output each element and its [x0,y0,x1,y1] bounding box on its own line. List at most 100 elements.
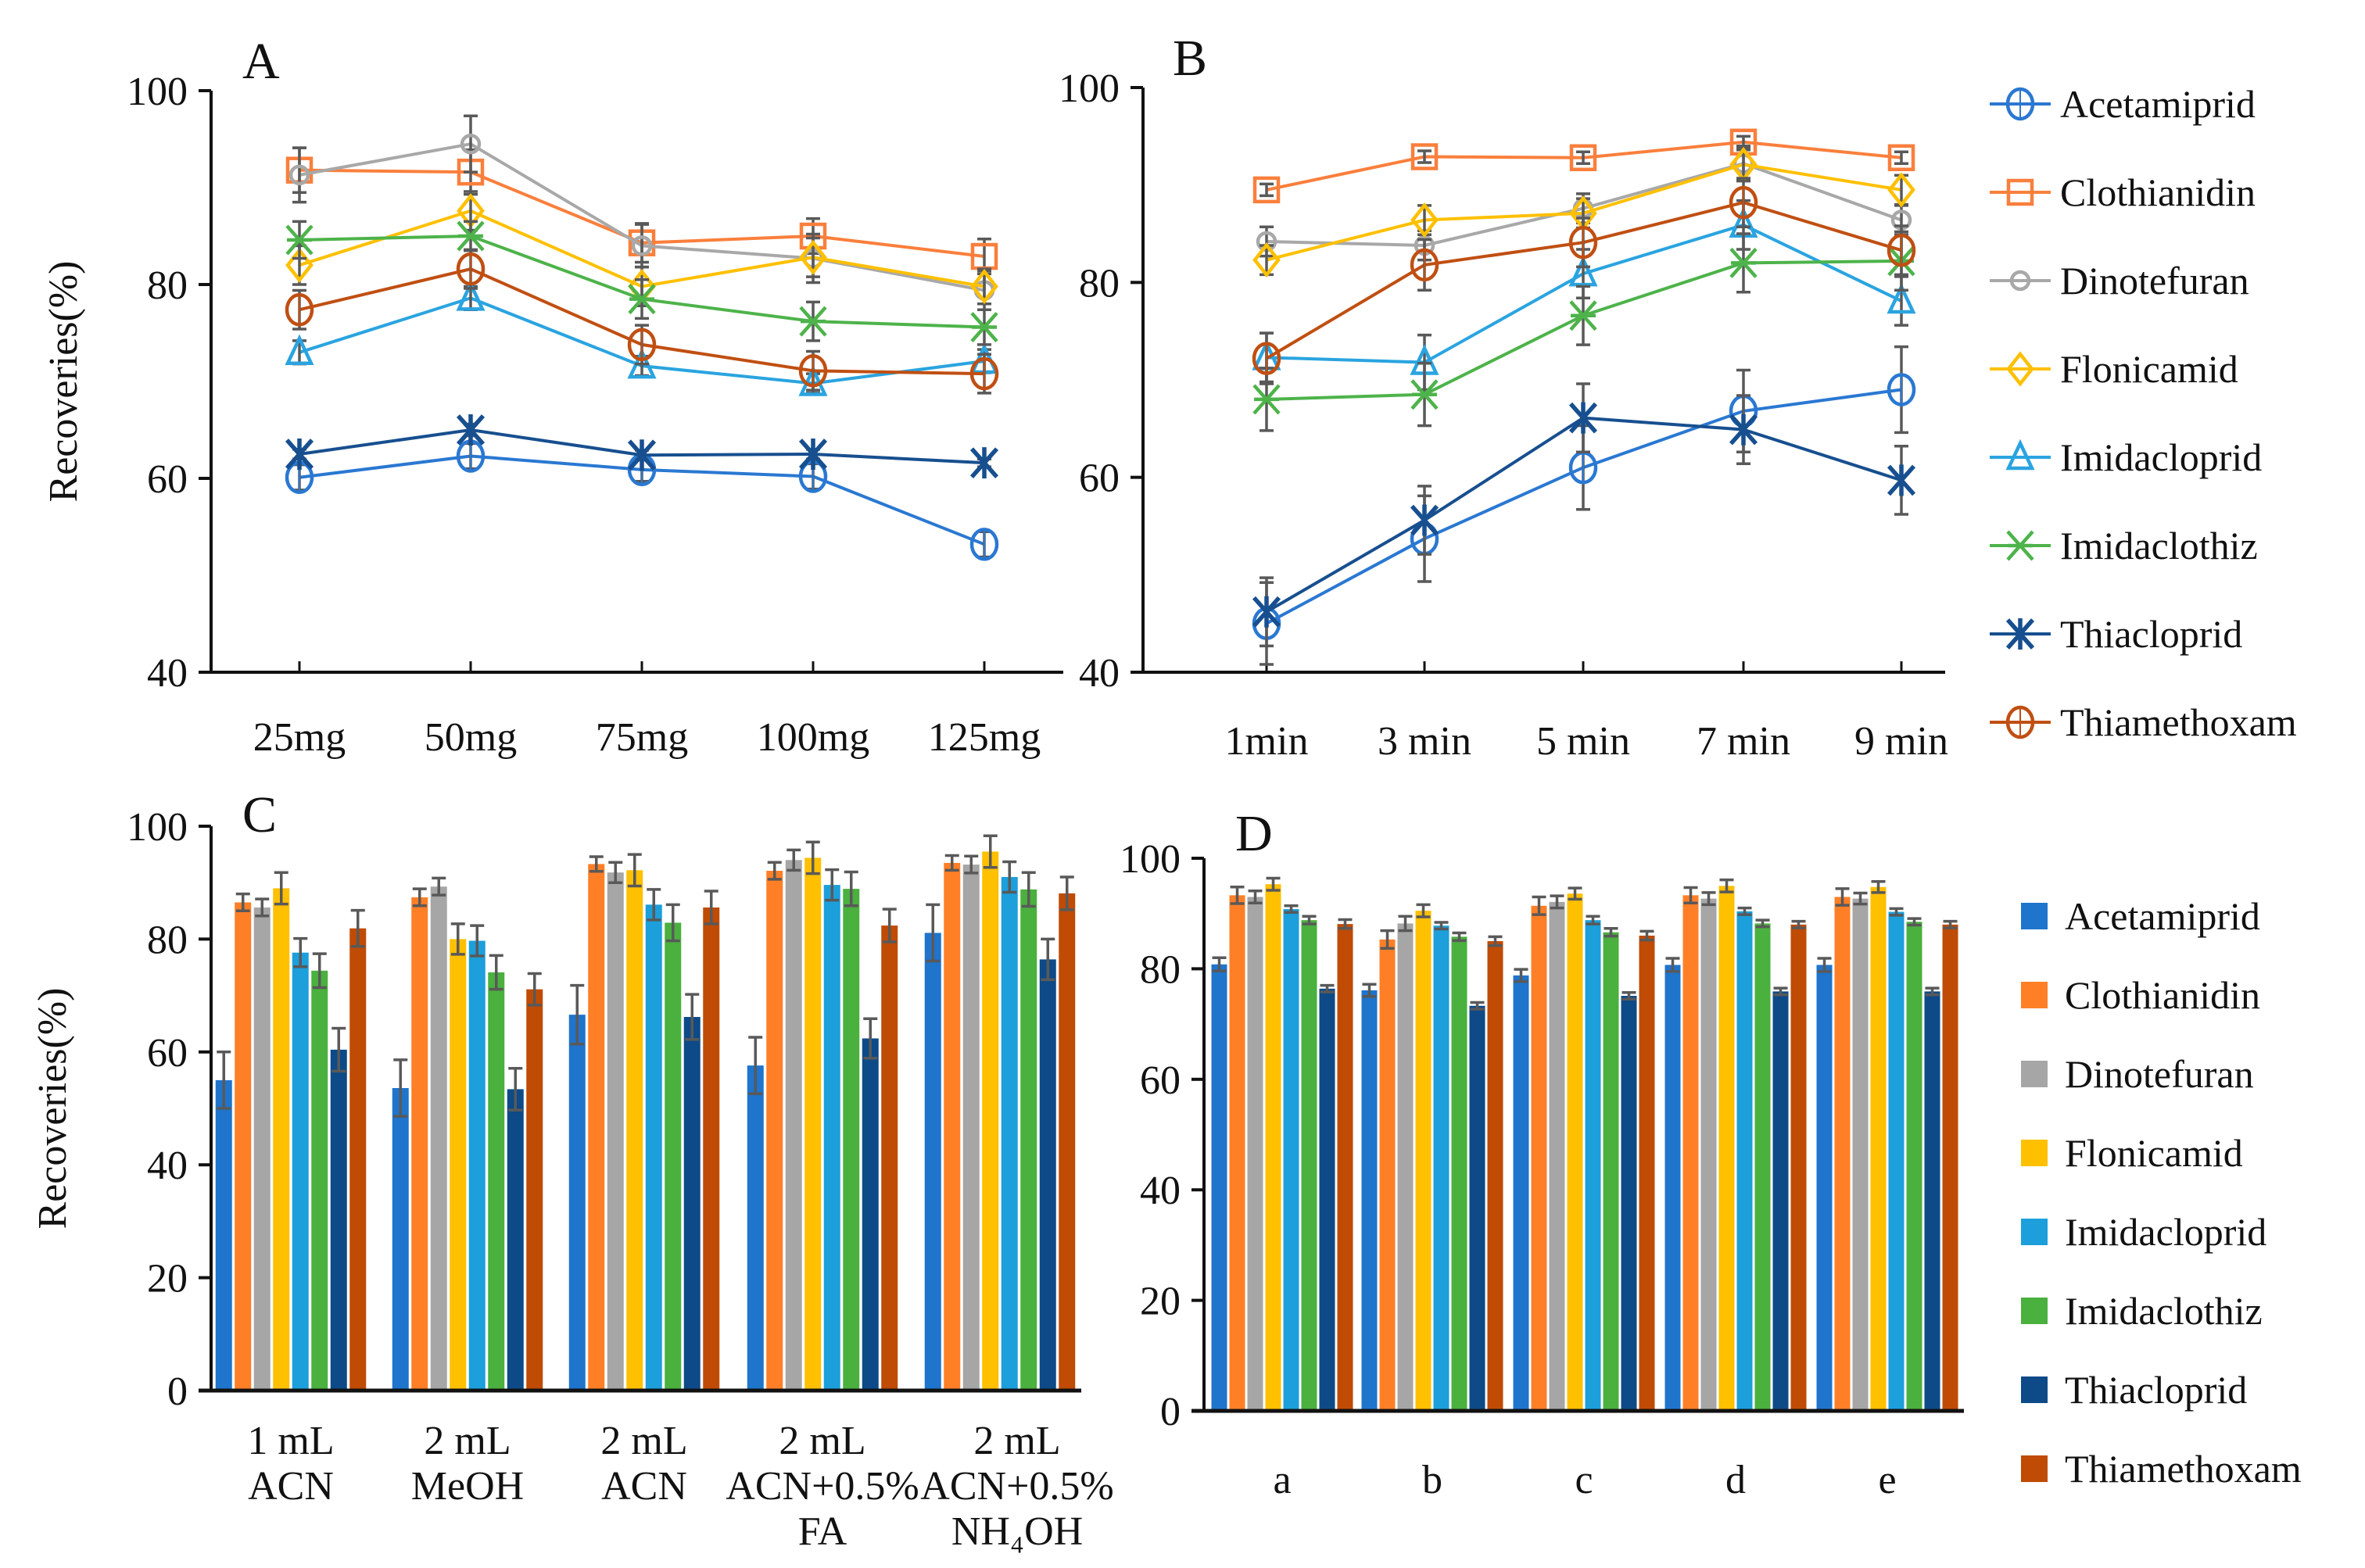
x-tick-label: 100mg [757,715,869,760]
bar-imidacloprid [1888,911,1905,1411]
data-point [1887,282,1916,314]
bar-clothianidin [766,871,783,1391]
data-point [285,334,314,366]
error-bar [944,854,959,872]
x-tick-label: FA [798,1509,847,1554]
y-tick-label: 100 [1120,837,1181,882]
bar-imidaclothiz [311,970,328,1391]
bar-clothianidin [944,862,961,1391]
data-point [628,284,656,315]
data-point [457,220,485,252]
error-bar [825,868,840,902]
legend-label: Thiamethoxam [2060,700,2297,744]
error-bar [470,924,485,958]
error-bar [1889,907,1904,917]
bar-imidaclothiz [1754,923,1771,1411]
bar-thiacloprid [1319,988,1335,1411]
data-point [1887,464,1916,496]
data-point [456,414,486,446]
legend-label: Thiacloprid [2065,1368,2247,1412]
x-tick-label: 25mg [253,715,346,760]
error-bar [464,114,478,174]
error-bar [964,854,979,875]
series-imidaclothiz [285,220,998,346]
bar-dinotefuran [607,872,624,1391]
error-bar [787,848,801,872]
error-bar [1665,957,1680,973]
bar-acetamiprid [215,1079,232,1391]
bar-imidacloprid [1001,876,1018,1391]
data-point [285,439,314,470]
error-bar [393,1058,408,1118]
data-point [970,312,998,343]
legend-label: Clothianidin [2065,973,2260,1017]
error-bar [432,876,446,897]
error-bar [1701,891,1716,907]
data-point [631,235,653,256]
legend-item: Flonicamid [1990,347,2238,391]
data-point [1252,596,1281,628]
bar-thiamethoxam [703,907,720,1391]
error-bar [647,888,661,922]
bar-thiamethoxam [1639,935,1655,1411]
y-axis-title: Recoveries(%) [41,261,86,503]
bar-imidacloprid [1283,909,1299,1411]
error-bar [1284,904,1299,915]
bar-acetamiprid [1664,965,1681,1411]
x-tick-label: 50mg [425,715,517,760]
legend-label: Thiacloprid [2060,612,2242,656]
error-bar [217,1051,231,1110]
panel-letter: D [1235,805,1273,862]
legend-label: Dinotefuran [2065,1052,2254,1096]
series-thiacloprid [285,414,999,479]
error-bar [805,840,820,875]
error-bar [627,853,642,888]
error-bar [293,936,308,968]
bar-thiamethoxam [1059,893,1076,1391]
y-tick-label: 60 [147,457,188,502]
legend-label: Imidacloprid [2065,1210,2266,1254]
bar-imidacloprid [1433,925,1449,1411]
x-tick-label: ACN [601,1464,687,1509]
error-bar [1338,918,1353,930]
error-bar [1398,915,1413,933]
y-tick-label: 80 [1140,947,1181,992]
bar-thiamethoxam [526,989,543,1391]
error-bar [527,972,542,1007]
legend-item: Imidaclothiz [1990,524,2258,567]
data-point [1252,176,1281,204]
bar-imidaclothiz [1451,936,1467,1411]
bar-thiacloprid [1469,1005,1485,1411]
x-tick-label: 2 mL [424,1419,511,1463]
x-tick-label: 9 min [1854,719,1948,764]
error-bar [1604,927,1618,938]
legend-label: Flonicamid [2065,1131,2243,1175]
x-tick-label: 2 mL [779,1419,865,1463]
legend-item: Imidaclothiz [2021,1289,2263,1333]
error-bar [1230,886,1245,905]
legend-marker-icon [2006,351,2034,387]
bar-thiacloprid [507,1089,524,1391]
error-bar [331,1026,346,1073]
legend-item: Thiamethoxam [2021,1447,2302,1491]
data-point [285,224,314,256]
legend-color-swatch [2021,1061,2048,1087]
bar-thiacloprid [862,1038,879,1391]
bar-thiamethoxam [1487,941,1503,1411]
bar-thiamethoxam [349,928,367,1391]
x-tick-label: ACN [248,1464,334,1509]
error-bar [1434,921,1449,931]
x-tick-label: 7 min [1697,719,1790,764]
bar-thiacloprid [683,1017,701,1391]
error-bar [685,993,700,1041]
bar-imidaclothiz [488,972,505,1391]
bar-acetamiprid [1513,975,1529,1411]
y-tick-label: 40 [147,651,188,696]
bar-clothianidin [1834,897,1851,1411]
legend-item: Imidacloprid [1990,435,2262,479]
series-imidaclothiz [1252,230,1915,432]
legend-color-swatch [2021,1376,2048,1403]
legend-item: Flonicamid [2021,1131,2243,1175]
bar-thiamethoxam [1790,924,1807,1411]
data-point [288,164,310,186]
